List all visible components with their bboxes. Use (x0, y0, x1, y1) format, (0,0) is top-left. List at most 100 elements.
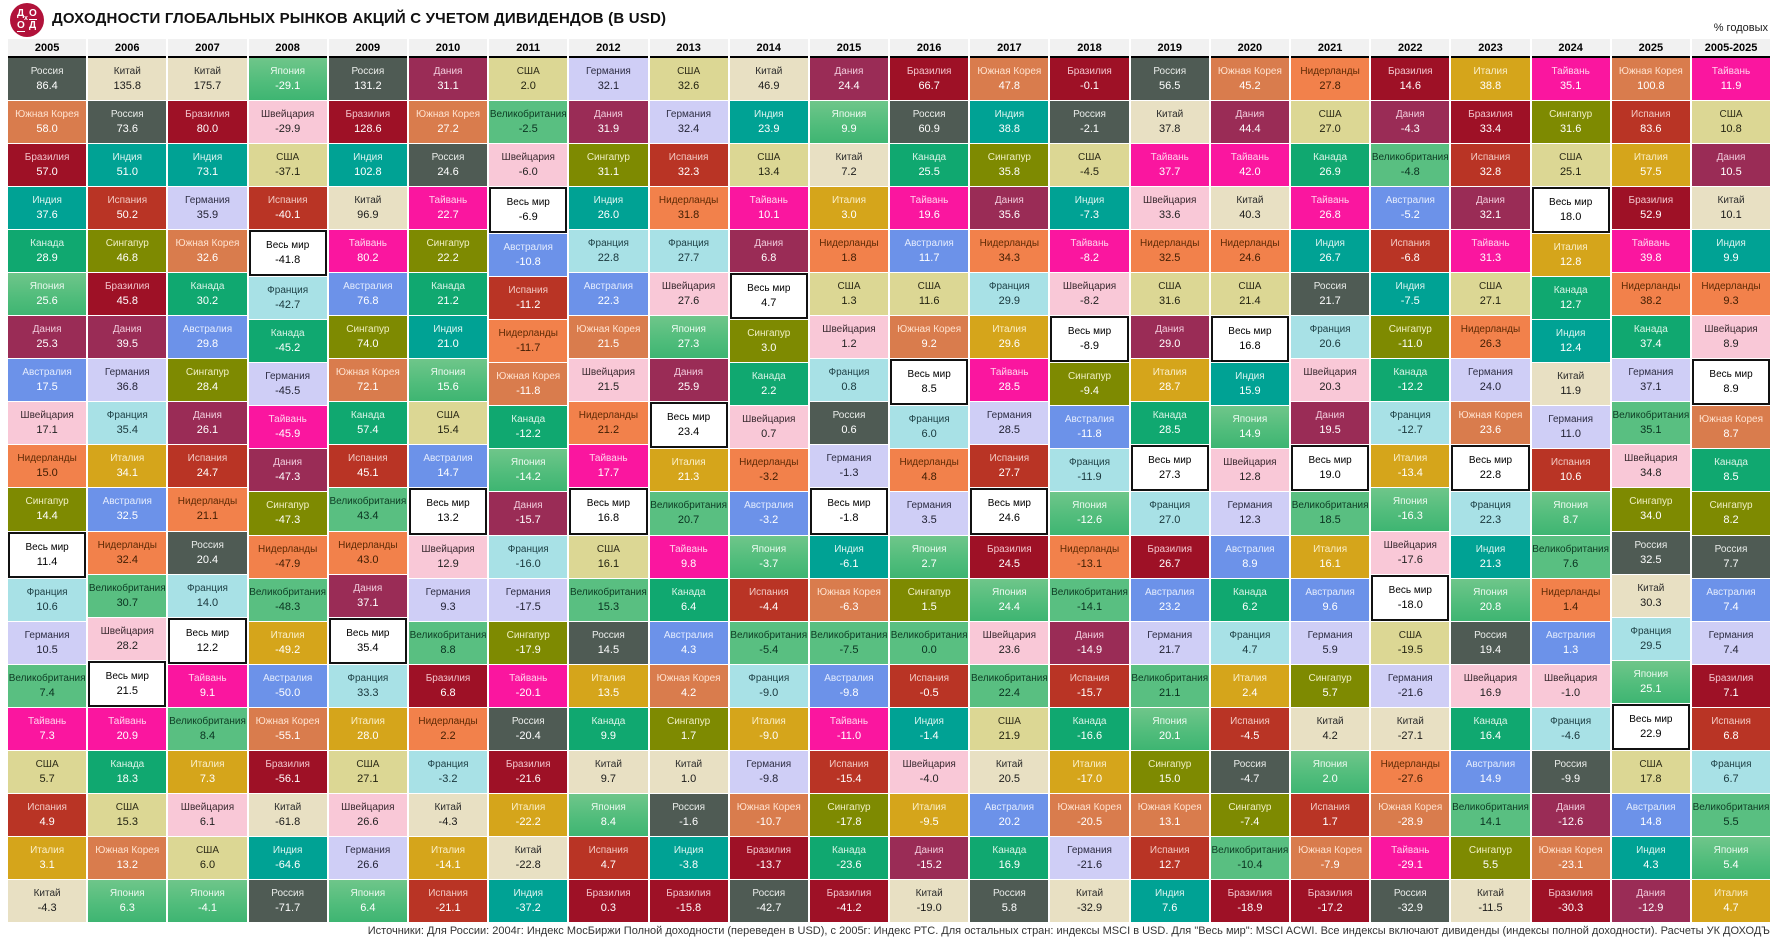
return-cell: Испания -15.7 (1050, 664, 1129, 707)
market-label: Франция (347, 672, 389, 684)
return-value: -1.8 (839, 512, 859, 525)
return-value: -2.1 (1080, 123, 1100, 136)
return-value: 29.6 (998, 338, 1021, 351)
market-label: Бразилия (746, 844, 792, 856)
market-label: Швейцария (421, 543, 475, 555)
market-label: Испания (909, 672, 949, 684)
return-value: 13.5 (597, 686, 620, 699)
return-value: 86.4 (36, 80, 58, 93)
market-label: Дания (994, 195, 1024, 207)
return-cell: Весь мир 8.9 (1691, 359, 1771, 406)
return-value: -17.5 (515, 600, 541, 613)
return-value: -27.6 (1397, 772, 1423, 785)
market-label: Великобритания (1612, 410, 1690, 422)
return-cell: США 2.0 (489, 58, 568, 101)
return-value: 21.7 (1319, 295, 1341, 308)
market-label: Дания (1716, 152, 1746, 164)
market-label: США (1478, 281, 1502, 293)
return-cell: Канада 8.5 (1691, 449, 1771, 492)
market-label: Нидерланды (1460, 324, 1521, 336)
return-value: 4.7 (1723, 901, 1739, 914)
return-cell: Франция 10.6 (8, 578, 87, 621)
return-cell: Испания -4.5 (1210, 707, 1289, 750)
return-cell: Нидерланды 2.2 (408, 707, 488, 750)
return-value: -7.9 (1320, 858, 1340, 871)
market-label: Сингапур (667, 715, 711, 727)
market-label: Тайвань (1631, 238, 1670, 250)
return-cell: Япония -4.1 (168, 879, 247, 922)
market-label: Франция (748, 672, 790, 684)
return-cell: Италия -9.5 (890, 793, 969, 836)
return-cell: Нидерланды 32.4 (88, 531, 167, 574)
return-cell: Китай 96.9 (328, 187, 407, 230)
return-value: 0.6 (841, 424, 857, 437)
return-value: 21.3 (1479, 557, 1502, 570)
return-value: 45.2 (1239, 80, 1261, 93)
market-label: Франция (587, 238, 629, 250)
market-label: Канада (912, 152, 947, 164)
return-cell: Швейцария 20.3 (1291, 359, 1370, 402)
return-cell: Швейцария -6.0 (489, 144, 568, 187)
market-label: США (436, 410, 460, 422)
market-label: Великобритания (489, 109, 567, 121)
return-cell: Германия -9.8 (729, 750, 808, 793)
return-cell: Франция 33.3 (328, 664, 407, 707)
return-cell: Швейцария -8.2 (1050, 273, 1129, 316)
market-label: Италия (1633, 152, 1668, 164)
return-cell: Великобритания 7.4 (8, 664, 87, 707)
return-cell: Китай 46.9 (729, 58, 808, 101)
market-label: США (1639, 758, 1663, 770)
return-cell: Китай -61.8 (248, 793, 327, 836)
return-value: 43.0 (357, 553, 379, 566)
return-cell: Индия 12.4 (1531, 320, 1610, 363)
return-value: -21.6 (515, 772, 541, 785)
market-label: Франция (1229, 629, 1271, 641)
market-label: Бразилия (666, 887, 711, 899)
return-cell: Китай -11.5 (1451, 879, 1530, 922)
return-value: 37.6 (36, 209, 58, 222)
market-label: Россия (992, 887, 1026, 899)
market-label: Весь мир (1228, 326, 1272, 338)
return-value: 14.9 (1479, 772, 1502, 785)
return-cell: Южная Корея -55.1 (248, 707, 327, 750)
return-value: 21.3 (677, 471, 700, 484)
market-label: Германия (1628, 367, 1674, 379)
market-label: Тайвань (589, 453, 628, 465)
logo-letter: х (24, 15, 28, 22)
return-value: 13.2 (437, 512, 459, 525)
return-value: -11.7 (516, 342, 541, 355)
market-label: Нидерланды (1621, 281, 1681, 293)
return-cell: Швейцария 16.9 (1451, 664, 1530, 707)
market-label: Испания (829, 758, 869, 770)
return-value: 22.2 (437, 252, 459, 265)
market-label: Великобритания (970, 672, 1048, 684)
market-label: Индия (1315, 238, 1345, 250)
market-label: США (1318, 109, 1342, 121)
return-cell: Италия 2.4 (1210, 664, 1289, 707)
market-label: Китай (274, 801, 302, 813)
return-value: 28.9 (36, 252, 58, 265)
market-label: Тайвань (990, 367, 1029, 379)
return-value: 23.4 (677, 426, 700, 439)
market-label: Россия (1313, 281, 1347, 293)
return-cell: Дания -15.2 (890, 836, 969, 879)
return-value: -16.0 (515, 557, 541, 570)
market-label: Китай (1476, 887, 1504, 899)
return-value: 28.5 (998, 424, 1021, 437)
return-value: -7.5 (839, 643, 859, 656)
market-label: Германия (746, 758, 792, 770)
market-label: Бразилия (1227, 887, 1273, 899)
return-cell: Бразилия 66.7 (890, 58, 969, 101)
return-value: 38.8 (1479, 80, 1502, 93)
market-label: Швейцария (1624, 453, 1678, 465)
return-value: 20.5 (998, 772, 1021, 785)
return-cell: Индия -1.4 (890, 707, 969, 750)
return-value: 20.2 (998, 815, 1021, 828)
return-value: 33.3 (357, 686, 379, 699)
market-label: Великобритания (1371, 152, 1449, 164)
market-label: Китай (434, 801, 462, 813)
return-cell: Великобритания -2.5 (489, 101, 568, 144)
market-label: Италия (30, 844, 65, 856)
market-label: Китай (1236, 195, 1264, 207)
return-value: 27.6 (677, 295, 700, 308)
